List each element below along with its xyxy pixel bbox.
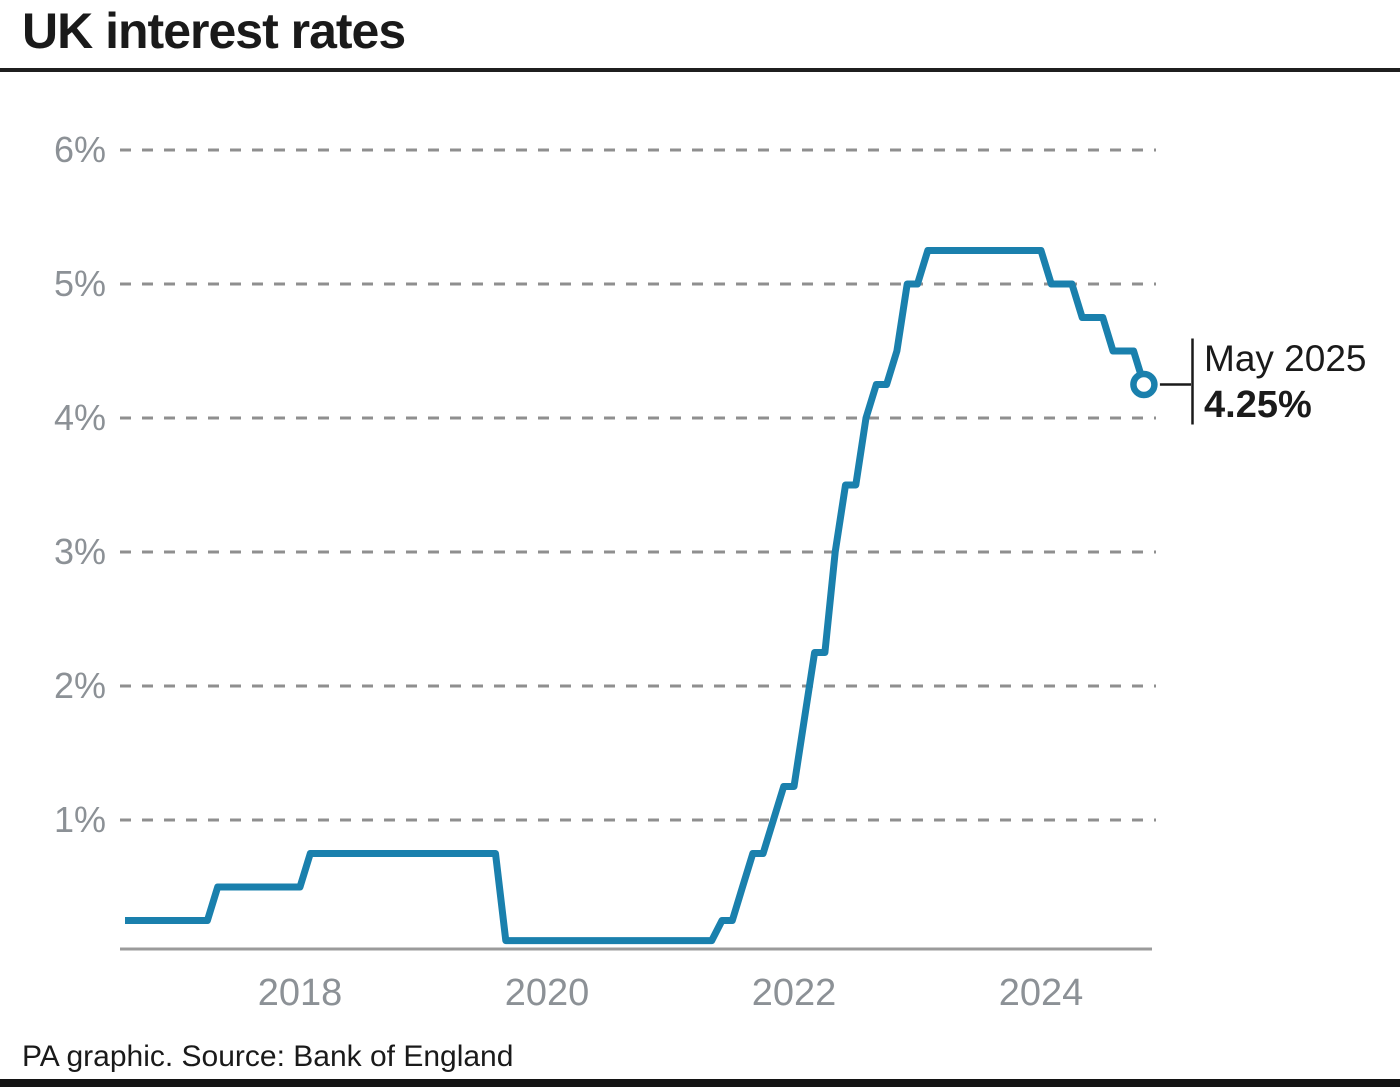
x-axis-tick-label: 2020 [504, 972, 590, 1014]
y-axis-tick-label: 6% [53, 129, 106, 170]
source-caption: PA graphic. Source: Bank of England [22, 1040, 514, 1073]
y-axis-tick-label: 2% [53, 665, 106, 706]
gridlines [120, 148, 1156, 822]
y-axis-tick-label: 4% [53, 397, 106, 438]
rate-line [125, 247, 1148, 945]
annotation-date: May 2025 [1204, 337, 1367, 379]
annotation-value: 4.25% [1204, 383, 1312, 426]
title-rule [0, 68, 1400, 72]
y-axis-tick-label: 1% [53, 799, 106, 840]
x-axis-tick-label: 2018 [257, 972, 343, 1014]
y-axis-tick-label: 5% [53, 263, 106, 304]
y-axis-tick-label: 3% [53, 531, 106, 572]
page-title: UK interest rates [22, 3, 406, 59]
x-axis-tick-label: 2022 [751, 972, 837, 1014]
endpoint-marker [1130, 370, 1158, 399]
footer-bar [0, 1079, 1400, 1087]
x-axis-tick-label: 2024 [998, 972, 1084, 1014]
